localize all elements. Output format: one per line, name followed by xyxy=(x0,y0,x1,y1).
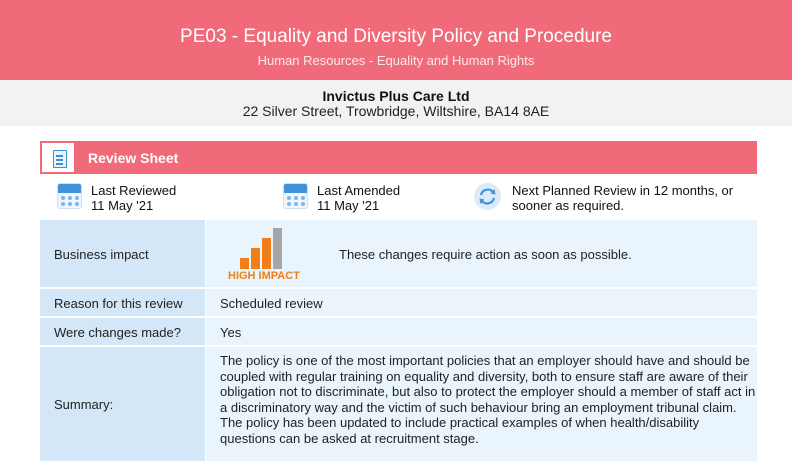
business-impact-text: These changes require action as soon as … xyxy=(339,247,632,262)
reason-label: Reason for this review xyxy=(54,296,183,311)
changes-made-value: Yes xyxy=(220,325,242,340)
next-review: Next Planned Review in 12 months, or soo… xyxy=(474,174,757,216)
business-impact-label: Business impact xyxy=(54,247,149,262)
last-amended-label: Last Amended xyxy=(317,183,401,198)
last-reviewed-label: Last Reviewed xyxy=(91,183,177,198)
calendar-icon xyxy=(57,183,82,209)
page-title: PE03 - Equality and Diversity Policy and… xyxy=(180,26,612,47)
changes-made-label: Were changes made? xyxy=(54,325,181,340)
last-reviewed-date: 11 May '21 xyxy=(91,198,154,213)
last-reviewed: Last Reviewed 11 May '21 xyxy=(57,174,257,216)
review-sheet-header: Review Sheet xyxy=(40,141,757,174)
last-amended: Last Amended 11 May '21 xyxy=(283,174,473,216)
section-title: Review Sheet xyxy=(88,150,179,166)
high-impact-bars-icon xyxy=(240,225,292,269)
row-changes-made: Were changes made? Yes xyxy=(40,318,757,347)
last-amended-date: 11 May '21 xyxy=(317,198,380,213)
row-summary: Summary: The policy is one of the most i… xyxy=(40,347,757,461)
company-address: 22 Silver Street, Trowbridge, Wiltshire,… xyxy=(242,103,550,119)
company-block: Invictus Plus Care Ltd 22 Silver Street,… xyxy=(0,80,792,126)
title-banner: PE03 - Equality and Diversity Policy and… xyxy=(0,0,792,80)
row-label-cell: Were changes made? xyxy=(40,318,205,347)
impact-level-badge: HIGH IMPACT xyxy=(228,270,300,282)
calendar-icon xyxy=(283,183,308,209)
row-label-cell: Summary: xyxy=(40,347,205,461)
row-value-cell: Yes xyxy=(206,318,757,347)
summary-label: Summary: xyxy=(54,397,114,412)
row-reason: Reason for this review Scheduled review xyxy=(40,289,757,318)
row-value-cell: HIGH IMPACT These changes require action… xyxy=(206,220,757,289)
company-name: Invictus Plus Care Ltd xyxy=(322,88,470,104)
page-subtitle: Human Resources - Equality and Human Rig… xyxy=(257,53,535,68)
next-review-line2: sooner as required. xyxy=(512,198,625,213)
row-value-cell: The policy is one of the most important … xyxy=(206,347,757,461)
row-label-cell: Reason for this review xyxy=(40,289,205,318)
row-business-impact: Business impact HIGH IMPACT These change… xyxy=(40,220,757,289)
next-review-line1: Next Planned Review in 12 months, or xyxy=(512,183,734,198)
reason-value: Scheduled review xyxy=(220,296,323,311)
row-label-cell: Business impact xyxy=(40,220,205,289)
document-icon xyxy=(40,141,76,174)
refresh-icon xyxy=(474,183,501,210)
summary-text: The policy is one of the most important … xyxy=(220,353,756,446)
row-value-cell: Scheduled review xyxy=(206,289,757,318)
